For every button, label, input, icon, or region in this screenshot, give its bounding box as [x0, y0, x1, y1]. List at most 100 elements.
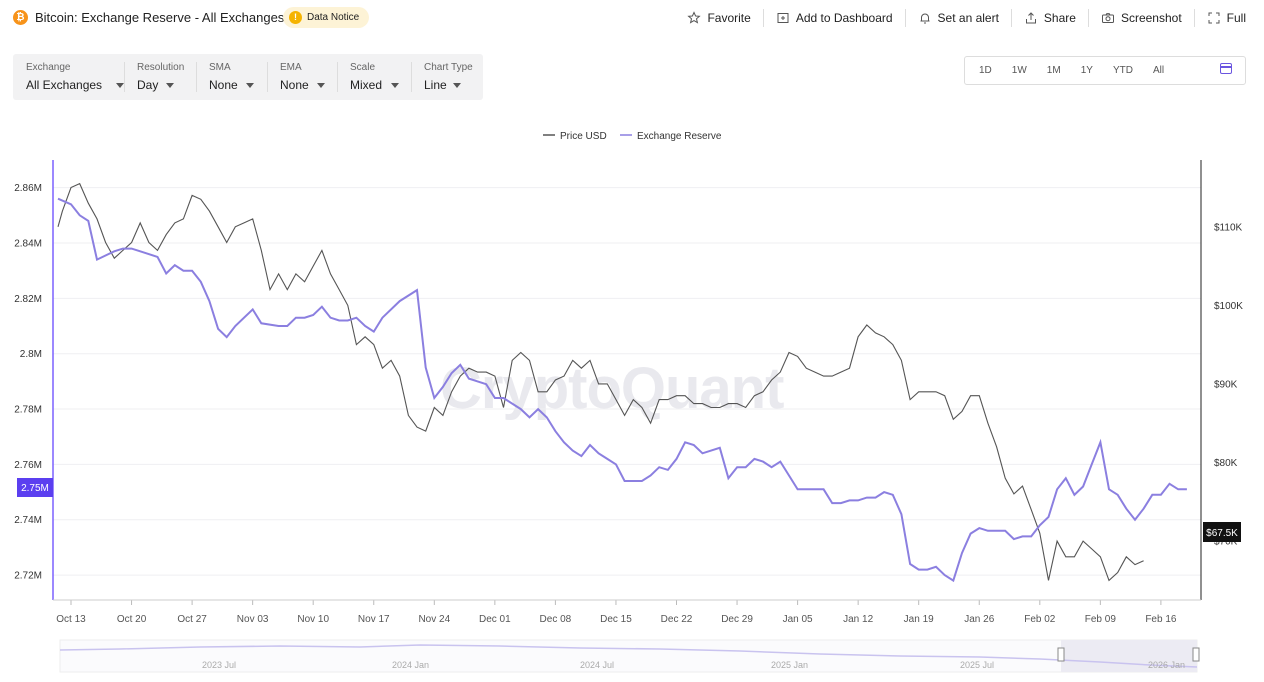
- bell-icon: [920, 13, 930, 24]
- y-tick-label-left: 2.76M: [14, 460, 42, 471]
- bitcoin-icon: ₿: [13, 10, 28, 25]
- x-tick-label: Oct 13: [56, 614, 86, 625]
- x-tick-label: Dec 01: [479, 614, 511, 625]
- set-alert-label: Set an alert: [937, 11, 999, 25]
- x-tick-label: Jan 19: [904, 614, 934, 625]
- range-1y-button[interactable]: 1Y: [1080, 65, 1093, 76]
- chevron-down-icon: [116, 83, 124, 88]
- x-tick-label: Feb 16: [1145, 614, 1177, 625]
- x-tick-label: Nov 03: [237, 614, 269, 625]
- chevron-down-icon: [453, 83, 461, 88]
- x-tick-label: Jan 05: [783, 614, 813, 625]
- screenshot-label: Screenshot: [1120, 11, 1182, 25]
- full-button[interactable]: Full: [1195, 9, 1246, 27]
- range-1d-button[interactable]: 1D: [979, 65, 992, 76]
- x-tick-label: Oct 20: [117, 614, 147, 625]
- fullscreen-icon: [1208, 12, 1220, 24]
- chevron-down-icon: [317, 83, 325, 88]
- full-label: Full: [1226, 11, 1246, 25]
- y-tick-label-right: $110K: [1214, 222, 1243, 233]
- y-tick-label-left: 2.86M: [14, 183, 42, 194]
- page-title: Bitcoin: Exchange Reserve - All Exchange…: [35, 10, 285, 25]
- series-line-price: [57, 182, 1144, 582]
- data-notice-badge[interactable]: ! Data Notice: [283, 7, 370, 28]
- current-reserve-tag-label: 2.75M: [21, 483, 49, 494]
- y-tick-label-left: 2.84M: [14, 239, 42, 250]
- x-tick-label: Nov 17: [358, 614, 390, 625]
- y-tick-label-left: 2.72M: [14, 571, 42, 582]
- chevron-down-icon: [391, 83, 399, 88]
- legend: Price USD Exchange Reserve: [543, 131, 722, 142]
- navigator-label: 2024 Jul: [580, 660, 614, 670]
- y-axis-right-labels: $110K $100K $90K $80K $70K: [1214, 222, 1243, 547]
- x-tick-label: Nov 10: [297, 614, 329, 625]
- range-navigator[interactable]: 2023 Jul 2024 Jan 2024 Jul 2025 Jan 2025…: [59, 639, 1200, 673]
- calendar-icon[interactable]: [1220, 63, 1232, 74]
- range-all-button[interactable]: All: [1152, 65, 1165, 76]
- sma-select-label: SMA: [209, 62, 231, 73]
- range-ytd-button[interactable]: YTD: [1112, 65, 1133, 76]
- chart-controls: Exchange All Exchanges Resolution Day SM…: [13, 54, 483, 100]
- navigator-label: 2024 Jan: [392, 660, 429, 670]
- favorite-label: Favorite: [707, 11, 751, 25]
- range-1w-button[interactable]: 1W: [1011, 65, 1027, 76]
- camera-icon: [1101, 13, 1114, 23]
- current-reserve-tag-bg: [17, 478, 53, 497]
- navigator-label: 2025 Jan: [771, 660, 808, 670]
- top-bar: ₿ Bitcoin: Exchange Reserve - All Exchan…: [0, 0, 1264, 38]
- x-tick-label: Nov 24: [418, 614, 450, 625]
- add-to-dashboard-button[interactable]: Add to Dashboard: [764, 9, 906, 27]
- y-tick-label-left: 2.82M: [14, 294, 42, 305]
- scale-select-label: Scale: [350, 62, 376, 73]
- exclamation-icon: !: [289, 11, 302, 24]
- current-price-tag-bg: [1203, 522, 1241, 542]
- y-tick-label-left: 2.78M: [14, 405, 42, 416]
- x-tick-label: Dec 15: [600, 614, 632, 625]
- current-reserve-tag: 2.75M: [17, 478, 53, 497]
- range-selector: 1D 1W 1M 1Y YTD All: [964, 56, 1246, 85]
- range-1m-button[interactable]: 1M: [1046, 65, 1061, 76]
- divider: [124, 62, 125, 92]
- navigator-handle-left[interactable]: [1057, 647, 1065, 662]
- navigator-label: 2026 Jan: [1148, 660, 1185, 670]
- legend-reserve-label[interactable]: Exchange Reserve: [637, 131, 722, 142]
- y-tick-label-right: $90K: [1214, 379, 1238, 390]
- x-axis-labels: Oct 13 Oct 20 Oct 27 Nov 03 Nov 10 Nov 17 Nov …: [56, 600, 1177, 625]
- x-tick-label: Jan 12: [843, 614, 873, 625]
- y-tick-label-right: $80K: [1214, 458, 1238, 469]
- screenshot-button[interactable]: Screenshot: [1089, 9, 1195, 27]
- add-to-dashboard-label: Add to Dashboard: [795, 11, 893, 25]
- divider: [337, 62, 338, 92]
- y-tick-label-left: 2.74M: [14, 515, 42, 526]
- x-tick-label: Feb 09: [1085, 614, 1117, 625]
- y-tick-label-right: $70K: [1214, 537, 1238, 548]
- navigator-track: [59, 639, 1198, 673]
- set-alert-button[interactable]: Set an alert: [906, 9, 1012, 27]
- divider: [196, 62, 197, 92]
- share-icon: [1025, 12, 1036, 24]
- current-price-tag-label: $67.5K: [1206, 528, 1238, 539]
- navigator-label: 2023 Jul: [202, 660, 236, 670]
- exchange-select-value: All Exchanges: [26, 78, 103, 92]
- header-actions: Favorite Add to Dashboard Set an alert S…: [675, 9, 1246, 27]
- chevron-down-icon: [166, 83, 174, 88]
- y-tick-label-left: 2.8M: [20, 349, 42, 360]
- watermark: CryptoQuant: [440, 356, 784, 421]
- favorite-button[interactable]: Favorite: [675, 9, 764, 27]
- x-tick-label: Feb 02: [1024, 614, 1056, 625]
- resolution-select-value: Day: [137, 78, 159, 92]
- chevron-down-icon: [246, 83, 254, 88]
- ema-select-label: EMA: [280, 62, 302, 73]
- add-dashboard-icon: [777, 13, 789, 23]
- x-tick-label: Dec 22: [661, 614, 693, 625]
- ema-select-value: None: [280, 78, 309, 92]
- divider: [267, 62, 268, 92]
- star-icon: [687, 11, 702, 24]
- legend-price-label[interactable]: Price USD: [560, 131, 607, 142]
- share-button[interactable]: Share: [1012, 9, 1089, 27]
- series-line-reserve: [57, 197, 1187, 583]
- chart-type-select-label: Chart Type: [424, 62, 473, 73]
- current-price-tag: $67.5K: [1203, 522, 1241, 542]
- navigator-handle-right[interactable]: [1192, 647, 1200, 662]
